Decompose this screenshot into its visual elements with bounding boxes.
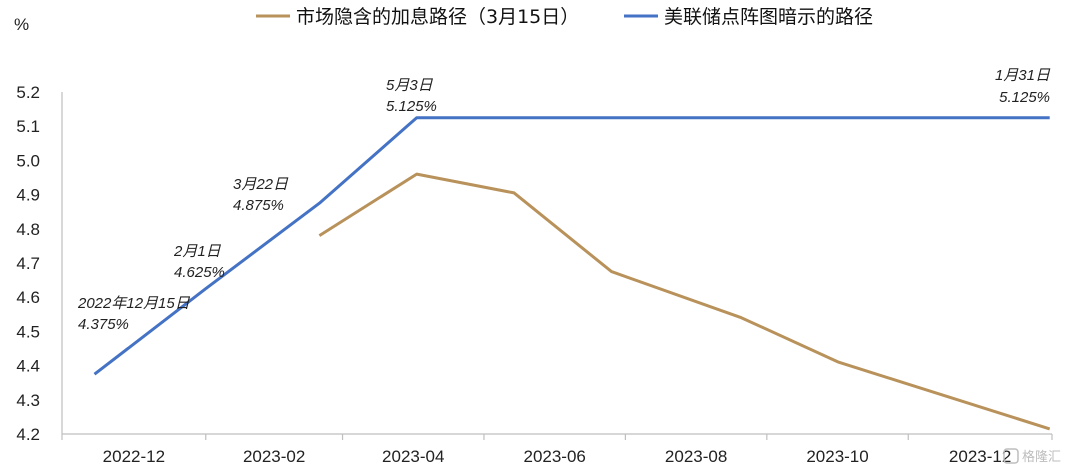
y-tick-label: 4.7: [16, 254, 40, 273]
annotation-rate: 4.875%: [233, 197, 284, 214]
y-tick-label: 4.3: [16, 391, 40, 410]
y-axis-unit: %: [14, 15, 29, 34]
y-tick-label: 4.9: [16, 186, 40, 205]
series-line-fed-dot-plot: [93, 116, 1050, 376]
legend-label: 美联储点阵图暗示的路径: [664, 6, 873, 28]
annotation-rate: 5.125%: [999, 89, 1050, 106]
y-tick-label: 4.5: [16, 322, 40, 341]
x-tick-label: 2023-12: [949, 447, 1011, 466]
annotation-date: 2022年12月15日: [77, 295, 191, 312]
legend-label: 市场隐含的加息路径（3月15日）: [296, 6, 579, 28]
legend: 市场隐含的加息路径（3月15日） 美联储点阵图暗示的路径: [256, 6, 873, 28]
series-line-market-implied: [318, 172, 1051, 431]
y-tick-label: 4.8: [16, 220, 40, 239]
y-tick-label: 5.2: [16, 83, 40, 102]
annotation-rate: 5.125%: [386, 98, 437, 115]
watermark: 格隆汇: [1003, 448, 1061, 465]
y-tick-label: 4.4: [16, 357, 40, 376]
y-tick-label: 4.6: [16, 288, 40, 307]
annotation-date: 2月1日: [173, 243, 222, 260]
watermark-text: 格隆汇: [1022, 449, 1061, 465]
x-tick-label: 2022-12: [103, 447, 165, 466]
x-tick-label: 2023-04: [382, 447, 444, 466]
y-tick-label: 4.2: [16, 425, 40, 444]
x-tick-label: 2023-02: [243, 447, 305, 466]
annotations: 2022年12月15日 4.375% 2月1日 4.625% 3月22日 4.875% 5月…: [77, 67, 1051, 333]
y-tick-label: 5.1: [16, 117, 40, 136]
series-lines: [93, 116, 1051, 431]
annotation-date: 5月3日: [386, 77, 434, 94]
x-tick-label: 2023-08: [665, 447, 727, 466]
x-tick-label: 2023-06: [523, 447, 585, 466]
annotation-rate: 4.625%: [174, 264, 225, 281]
annotation-rate: 4.375%: [78, 316, 129, 333]
y-axis-ticks: 4.2 4.3 4.4 4.5 4.6 4.7 4.8 4.9 5.0 5.1 5.2: [16, 83, 40, 444]
annotation-date: 1月31日: [995, 67, 1051, 84]
y-tick-label: 5.0: [16, 151, 40, 170]
x-axis-ticks: 2022-12 2023-02 2023-04 2023-06 2023-08 2023-…: [61, 434, 1053, 466]
x-tick-label: 2023-10: [806, 447, 868, 466]
annotation-date: 3月22日: [233, 176, 289, 193]
gelonghui-logo-icon: [1003, 448, 1019, 464]
